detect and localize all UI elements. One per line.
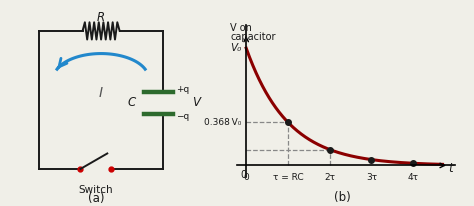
Text: 0.368 V₀: 0.368 V₀: [204, 118, 241, 127]
Text: (a): (a): [88, 192, 104, 205]
Text: C: C: [128, 96, 136, 110]
Text: capacitor: capacitor: [230, 32, 276, 42]
Text: −q: −q: [176, 112, 190, 121]
Text: τ = RC: τ = RC: [273, 173, 303, 182]
Text: t: t: [448, 163, 453, 176]
Text: Switch: Switch: [79, 185, 113, 194]
Text: V on: V on: [230, 23, 252, 33]
Text: 2τ: 2τ: [324, 173, 335, 182]
Text: (b): (b): [334, 191, 351, 204]
Text: 0: 0: [241, 170, 247, 180]
Text: R: R: [97, 11, 105, 24]
Text: 4τ: 4τ: [408, 173, 419, 182]
Text: V: V: [192, 96, 200, 110]
Text: I: I: [99, 86, 103, 100]
Text: V₀: V₀: [230, 43, 241, 53]
Text: 0: 0: [243, 173, 249, 182]
Text: 3τ: 3τ: [366, 173, 377, 182]
Text: +q: +q: [176, 85, 190, 94]
